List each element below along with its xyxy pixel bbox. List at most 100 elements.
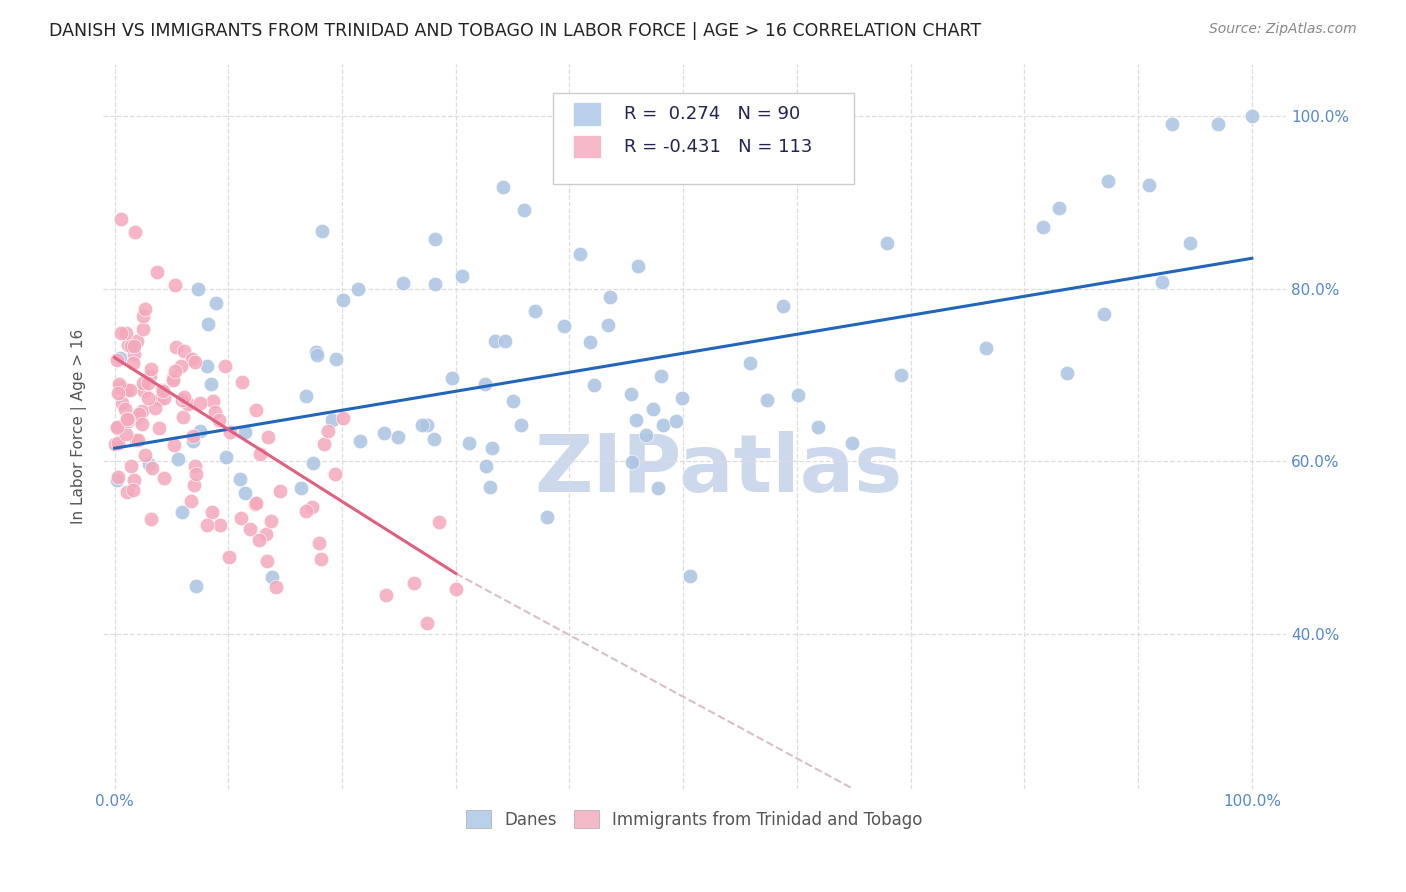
Point [218, 425, 240, 439]
Point [264, 580, 287, 594]
Point [165, 340, 187, 354]
Point [1161, 118, 1184, 132]
Point [172, 409, 194, 424]
Point [305, 344, 328, 359]
Point [120, 339, 142, 353]
Point [120, 383, 142, 397]
FancyBboxPatch shape [572, 103, 602, 126]
FancyBboxPatch shape [572, 135, 602, 159]
Point [195, 518, 218, 533]
Point [215, 450, 238, 464]
Point [665, 414, 688, 428]
Point [163, 277, 186, 292]
Point [170, 505, 193, 519]
Point [440, 371, 463, 385]
Point [127, 434, 149, 448]
Point [671, 391, 693, 405]
Point [177, 397, 200, 411]
Point [269, 483, 291, 498]
Point [444, 582, 467, 597]
Point [122, 356, 145, 370]
Point [475, 458, 498, 473]
Point [239, 522, 262, 536]
Point [117, 338, 139, 352]
Point [117, 414, 139, 428]
Point [165, 364, 187, 378]
Point [131, 404, 153, 418]
Point [787, 388, 810, 402]
Point [115, 326, 138, 340]
Point [321, 412, 343, 426]
Point [233, 425, 256, 439]
Point [423, 432, 446, 446]
Point [152, 384, 174, 398]
Point [492, 180, 515, 194]
Point [208, 412, 231, 426]
Point [132, 384, 155, 398]
Point [425, 277, 447, 292]
Point [1047, 201, 1070, 215]
Point [115, 411, 138, 425]
Point [184, 459, 207, 474]
Point [425, 232, 447, 246]
Point [136, 376, 159, 391]
Point [107, 435, 129, 450]
Point [257, 430, 280, 444]
Y-axis label: In Labor Force | Age > 16: In Labor Force | Age > 16 [72, 329, 87, 524]
Point [536, 509, 558, 524]
Point [114, 427, 136, 442]
Point [105, 353, 128, 368]
Point [1092, 307, 1115, 321]
Point [738, 356, 761, 370]
Point [416, 418, 439, 433]
Point [332, 293, 354, 308]
Legend: Danes, Immigrants from Trinidad and Tobago: Danes, Immigrants from Trinidad and Toba… [460, 804, 929, 835]
Point [502, 393, 524, 408]
Point [1240, 109, 1263, 123]
Point [201, 394, 224, 409]
Point [218, 549, 240, 564]
Point [249, 447, 271, 461]
Point [375, 588, 398, 602]
Point [139, 512, 162, 526]
Point [136, 391, 159, 405]
Point [621, 455, 644, 469]
Point [260, 570, 283, 584]
Point [479, 480, 502, 494]
Point [772, 299, 794, 313]
Point [124, 226, 146, 240]
Point [1032, 219, 1054, 234]
Point [513, 202, 536, 217]
Point [509, 418, 531, 433]
Point [108, 380, 131, 394]
Point [187, 282, 209, 296]
Point [427, 516, 450, 530]
Point [245, 403, 267, 417]
Point [254, 526, 277, 541]
Point [474, 376, 496, 391]
Point [181, 352, 204, 367]
Point [524, 303, 547, 318]
Point [228, 472, 250, 486]
Point [301, 456, 323, 470]
Point [107, 385, 129, 400]
Point [125, 433, 148, 447]
Point [108, 377, 131, 392]
Point [312, 437, 335, 451]
Point [311, 224, 333, 238]
Point [451, 269, 474, 284]
Point [181, 429, 204, 443]
Point [416, 616, 439, 631]
Point [108, 351, 131, 365]
Point [976, 341, 998, 355]
Point [599, 290, 621, 304]
Point [1206, 118, 1229, 132]
Point [201, 505, 224, 519]
Text: ZIPatlas: ZIPatlas [534, 431, 903, 509]
Point [1139, 178, 1161, 192]
Point [596, 318, 619, 332]
Point [568, 247, 591, 261]
Text: R = -0.431   N = 113: R = -0.431 N = 113 [624, 137, 813, 156]
Point [204, 295, 226, 310]
Point [876, 235, 898, 250]
